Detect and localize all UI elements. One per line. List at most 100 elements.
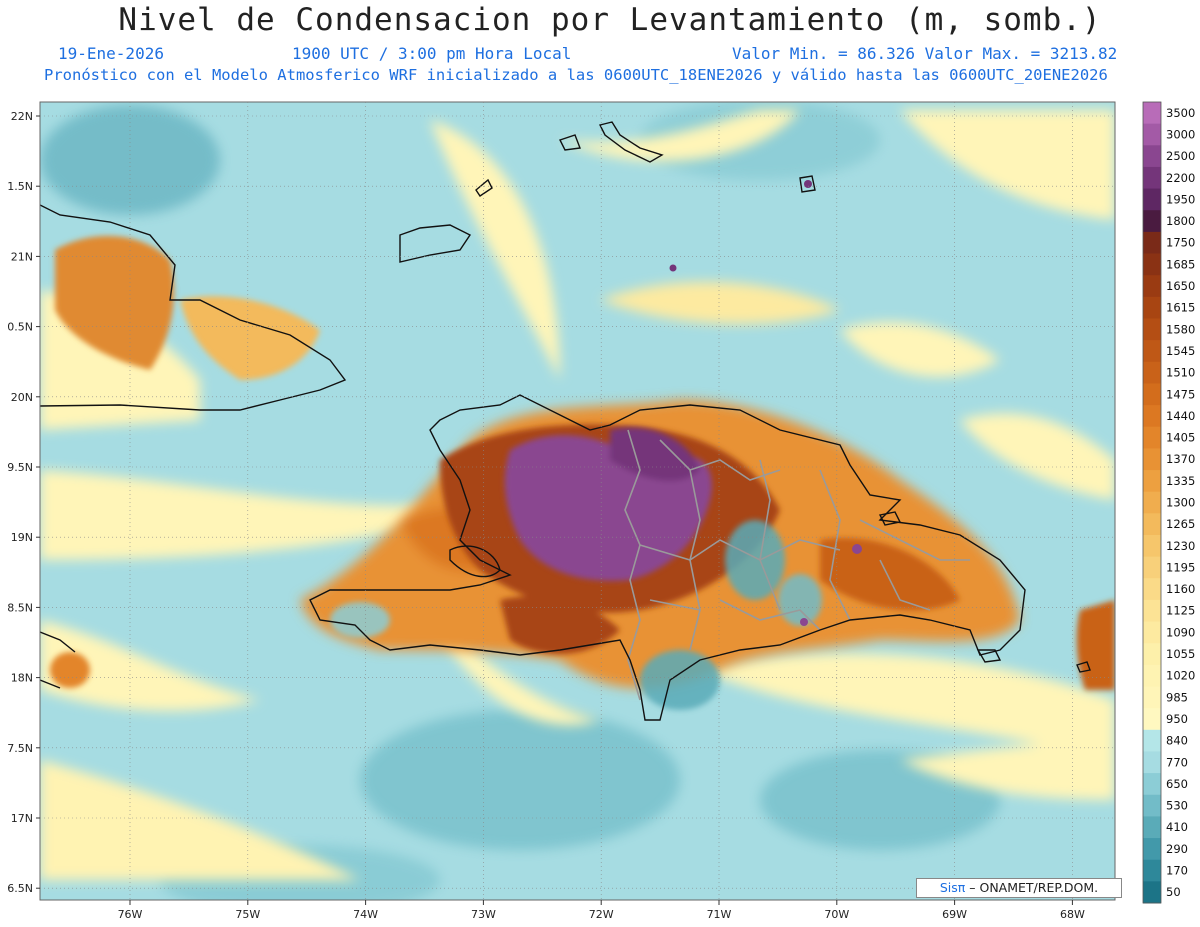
colorbar-label: 950 bbox=[1166, 712, 1188, 726]
colorbar-swatch bbox=[1143, 123, 1161, 146]
colorbar-swatch bbox=[1143, 361, 1161, 384]
colorbar-swatch bbox=[1143, 145, 1161, 168]
colorbar-label: 650 bbox=[1166, 777, 1188, 791]
colorbar-label: 1580 bbox=[1166, 322, 1195, 336]
lon-tick-label: 72W bbox=[589, 908, 614, 921]
colorbar-label: 3000 bbox=[1166, 127, 1195, 141]
colorbar-swatch bbox=[1143, 340, 1161, 363]
colorbar-label: 2200 bbox=[1166, 171, 1195, 185]
lat-tick-label: 20N bbox=[11, 391, 33, 404]
colorbar-swatch bbox=[1143, 296, 1161, 319]
lon-axis: 76W 75W 74W 73W 72W 71W 70W 69W 68W bbox=[118, 900, 1085, 921]
colorbar-label: 1055 bbox=[1166, 647, 1195, 661]
colorbar-swatch bbox=[1143, 275, 1161, 298]
colorbar-swatch bbox=[1143, 470, 1161, 493]
lon-tick-label: 68W bbox=[1060, 908, 1085, 921]
province-boundaries bbox=[624, 429, 970, 701]
lat-tick-label: 7.5N bbox=[7, 742, 33, 755]
colorbar-label: 1800 bbox=[1166, 214, 1195, 228]
colorbar-swatch bbox=[1143, 664, 1161, 688]
colorbar-label: 1405 bbox=[1166, 431, 1195, 445]
colorbar-label: 1195 bbox=[1166, 560, 1195, 574]
colorbar-label: 1335 bbox=[1166, 474, 1195, 488]
colorbar-label: 1265 bbox=[1166, 517, 1195, 531]
colorbar-label: 1475 bbox=[1166, 387, 1195, 401]
colorbar-swatch bbox=[1143, 686, 1161, 709]
credit-box: Sisπ – ONAMET/REP.DOM. bbox=[916, 878, 1122, 898]
colorbar-label: 1950 bbox=[1166, 192, 1195, 206]
credit-org: – ONAMET/REP.DOM. bbox=[965, 880, 1099, 895]
colorbar-label: 1300 bbox=[1166, 496, 1195, 510]
colorbar-label: 1545 bbox=[1166, 344, 1195, 358]
graticule bbox=[40, 102, 1115, 900]
colorbar-swatch bbox=[1143, 253, 1161, 276]
colorbar-swatch bbox=[1143, 556, 1161, 579]
colorbar-label: 410 bbox=[1166, 820, 1188, 834]
colorbar-label: 1090 bbox=[1166, 625, 1195, 639]
colorbar-swatch bbox=[1143, 643, 1161, 666]
colorbar-label: 1160 bbox=[1166, 582, 1195, 596]
colorbar-label: 2500 bbox=[1166, 149, 1195, 163]
lat-axis: 22N 1.5N 21N 0.5N 20N 9.5N 19N 8.5N 18N 7.5N 17N 6.… bbox=[7, 110, 40, 895]
colorbar-swatch bbox=[1143, 599, 1161, 623]
lon-tick-label: 74W bbox=[353, 908, 378, 921]
lon-tick-label: 70W bbox=[824, 908, 849, 921]
colorbar-swatch bbox=[1143, 708, 1161, 731]
colorbar-swatch bbox=[1143, 773, 1161, 796]
colorbar-swatch bbox=[1143, 102, 1161, 125]
colorbar-label: 1750 bbox=[1166, 236, 1195, 250]
coastlines bbox=[40, 121, 1091, 721]
colorbar-swatch bbox=[1143, 859, 1161, 882]
lon-tick-label: 69W bbox=[942, 908, 967, 921]
colorbar-swatch bbox=[1143, 816, 1161, 839]
colorbar-label: 985 bbox=[1166, 690, 1188, 704]
colorbar-label: 530 bbox=[1166, 799, 1188, 813]
map-field bbox=[40, 102, 1115, 900]
colorbar-label: 770 bbox=[1166, 755, 1188, 769]
lat-tick-label: 17N bbox=[11, 812, 33, 825]
colorbar-swatch bbox=[1143, 405, 1161, 428]
colorbar-swatch bbox=[1143, 426, 1161, 449]
colorbar-label: 1230 bbox=[1166, 539, 1195, 553]
lat-tick-label: 8.5N bbox=[7, 601, 33, 614]
colorbar-swatch bbox=[1143, 621, 1161, 644]
colorbar-label: 840 bbox=[1166, 734, 1188, 748]
colorbar-swatch bbox=[1143, 210, 1161, 233]
colorbar-swatch bbox=[1143, 838, 1161, 861]
colorbar-swatch bbox=[1143, 513, 1161, 536]
lat-tick-label: 1.5N bbox=[7, 180, 33, 193]
colorbar-label: 1685 bbox=[1166, 257, 1195, 271]
forecast-date: 19-Ene-2026 bbox=[58, 44, 164, 63]
colorbar-label: 1020 bbox=[1166, 669, 1195, 683]
colorbar-swatch bbox=[1143, 383, 1161, 406]
model-description: Pronóstico con el Modelo Atmosferico WRF… bbox=[44, 66, 1108, 84]
lat-tick-label: 9.5N bbox=[7, 461, 33, 474]
map-title: Nivel de Condensacion por Levantamiento … bbox=[118, 2, 1102, 38]
lon-tick-label: 76W bbox=[118, 908, 143, 921]
colorbar-swatch bbox=[1143, 166, 1161, 190]
colorbar-swatch bbox=[1143, 491, 1161, 514]
colorbar-label: 1615 bbox=[1166, 301, 1195, 315]
colorbar: 3500 3000 2500 2200 1950 1800 1750 1685 1650 1615… bbox=[1142, 101, 1195, 904]
lat-tick-label: 18N bbox=[11, 672, 33, 685]
min-max-values: Valor Min. = 86.326 Valor Max. = 3213.82 bbox=[732, 44, 1118, 63]
colorbar-swatch bbox=[1143, 534, 1161, 558]
colorbar-label: 1650 bbox=[1166, 279, 1195, 293]
colorbar-swatch bbox=[1143, 794, 1161, 817]
colorbar-swatch bbox=[1143, 448, 1161, 471]
colorbar-label: 1125 bbox=[1166, 604, 1195, 618]
colorbar-frame bbox=[1142, 101, 1162, 904]
lon-tick-label: 73W bbox=[471, 908, 496, 921]
colorbar-swatch bbox=[1143, 231, 1161, 255]
colorbar-swatch bbox=[1143, 881, 1161, 904]
colorbar-label: 1440 bbox=[1166, 409, 1195, 423]
lat-tick-label: 19N bbox=[11, 531, 33, 544]
forecast-time: 1900 UTC / 3:00 pm Hora Local bbox=[292, 44, 572, 63]
colorbar-swatch bbox=[1143, 188, 1161, 211]
colorbar-swatch bbox=[1143, 578, 1161, 601]
lat-tick-label: 22N bbox=[11, 110, 33, 123]
colorbar-label: 170 bbox=[1166, 864, 1188, 878]
lon-tick-label: 71W bbox=[707, 908, 732, 921]
sispi-logo: Sisπ bbox=[939, 880, 966, 895]
